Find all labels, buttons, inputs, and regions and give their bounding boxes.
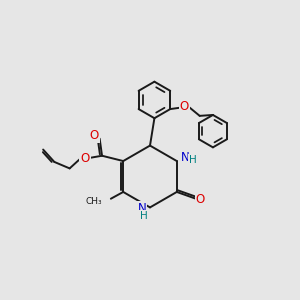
Text: N: N bbox=[181, 151, 189, 164]
Text: CH₃: CH₃ bbox=[86, 197, 103, 206]
Text: N: N bbox=[137, 202, 146, 214]
Text: O: O bbox=[196, 193, 205, 206]
Text: H: H bbox=[189, 155, 197, 165]
Text: O: O bbox=[90, 129, 99, 142]
Text: H: H bbox=[140, 211, 147, 221]
Text: O: O bbox=[180, 100, 189, 112]
Text: O: O bbox=[80, 152, 90, 165]
